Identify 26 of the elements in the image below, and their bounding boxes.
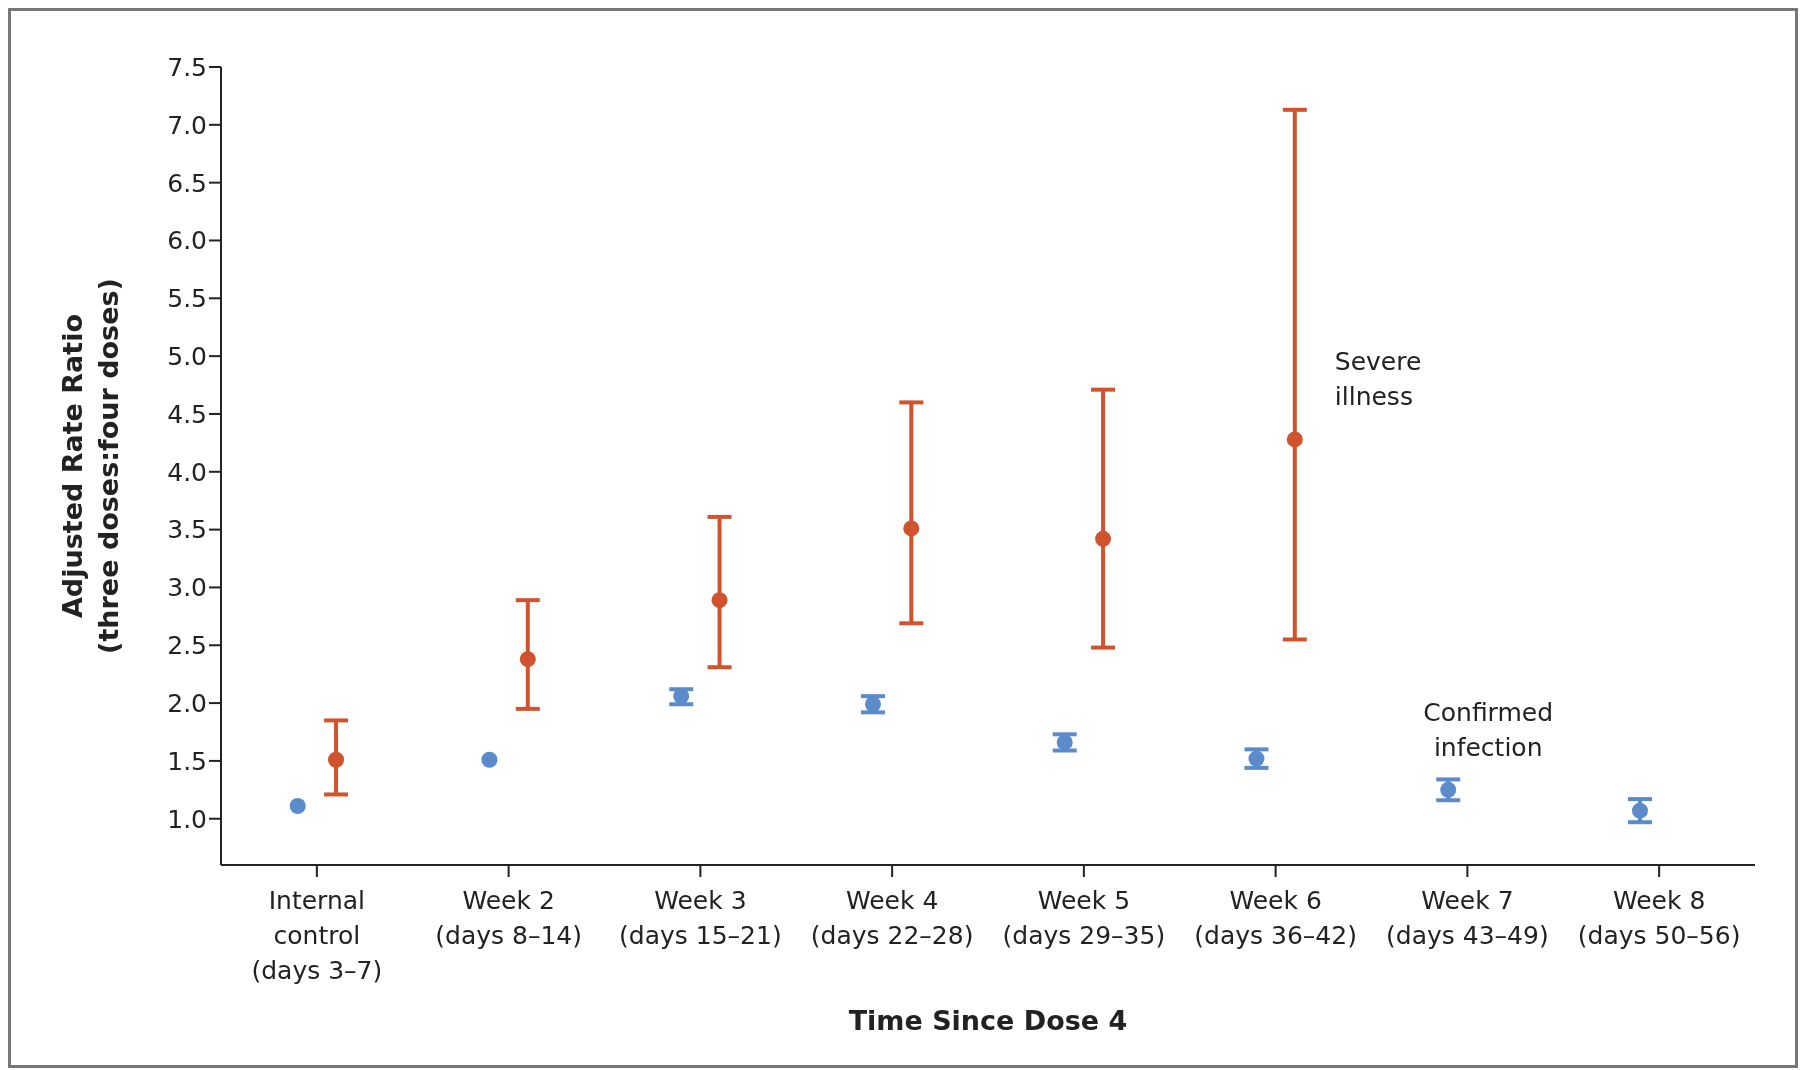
y-tick-label: 3.5 (167, 515, 207, 545)
y-tick-label: 5.0 (167, 342, 207, 372)
y-tick-label: 2.0 (167, 688, 207, 718)
y-tick-label: 1.5 (167, 746, 207, 776)
y-tick-label: 2.5 (167, 631, 207, 661)
x-tick-label: Week 7 (days 43–49) (1386, 886, 1549, 950)
y-tick-label: 7.5 (167, 52, 207, 82)
x-tick-label: Week 8 (days 50–56) (1577, 886, 1741, 950)
y-tick-label: 1.0 (167, 804, 207, 834)
x-tick-label: Week 6 (days 36–42) (1194, 886, 1357, 950)
x-tick-label: Week 5 (days 29–35) (1002, 886, 1166, 950)
y-tick-label: 5.5 (167, 284, 207, 314)
series-label: Confirmed infection (1422, 696, 1555, 764)
x-axis-title: Time Since Dose 4 (847, 1005, 1129, 1036)
x-tick-label: Internal control (days 3–7) (251, 886, 383, 985)
x-tick-label: Week 4 (days 22–28) (810, 886, 974, 950)
y-tick-label: 4.5 (167, 399, 207, 429)
y-tick-label: 4.0 (167, 457, 207, 487)
x-tick-label: Week 3 (days 15–21) (619, 886, 782, 950)
x-tick-label: Week 2 (days 8–14) (435, 886, 582, 950)
y-tick-label: 6.5 (167, 168, 207, 198)
y-tick-label: 6.0 (167, 226, 207, 256)
y-tick-label: 7.0 (167, 110, 207, 140)
y-tick-label: 3.0 (167, 573, 207, 603)
series-label: Severe illness (1334, 346, 1423, 414)
y-axis-title: Adjusted Rate Ratio (three doses:four doses) (56, 278, 125, 654)
